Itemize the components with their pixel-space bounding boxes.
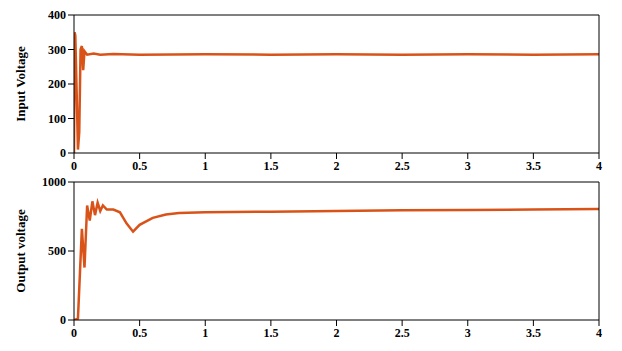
svg-text:0: 0 (71, 159, 77, 173)
svg-text:2: 2 (334, 326, 340, 340)
svg-text:2.5: 2.5 (395, 159, 410, 173)
svg-text:4: 4 (596, 326, 602, 340)
svg-text:0: 0 (71, 326, 77, 340)
svg-text:0.5: 0.5 (132, 159, 147, 173)
svg-text:2.5: 2.5 (395, 326, 410, 340)
svg-text:200: 200 (48, 77, 66, 91)
svg-text:400: 400 (48, 8, 66, 22)
svg-text:100: 100 (48, 112, 66, 126)
svg-text:1.5: 1.5 (263, 326, 278, 340)
svg-text:300: 300 (48, 43, 66, 57)
svg-text:4: 4 (596, 159, 602, 173)
svg-text:1: 1 (202, 326, 208, 340)
svg-text:3: 3 (465, 159, 471, 173)
svg-text:3.5: 3.5 (526, 326, 541, 340)
svg-text:1.5: 1.5 (263, 159, 278, 173)
svg-text:Output voltage: Output voltage (13, 209, 28, 293)
svg-text:0.5: 0.5 (132, 326, 147, 340)
svg-text:2: 2 (334, 159, 340, 173)
svg-text:1: 1 (202, 159, 208, 173)
svg-text:1000: 1000 (42, 175, 66, 189)
svg-text:3: 3 (465, 326, 471, 340)
svg-text:3.5: 3.5 (526, 159, 541, 173)
svg-text:Input Voltage: Input Voltage (13, 46, 28, 122)
svg-text:0: 0 (60, 146, 66, 160)
svg-text:500: 500 (48, 244, 66, 258)
svg-text:0: 0 (60, 313, 66, 327)
